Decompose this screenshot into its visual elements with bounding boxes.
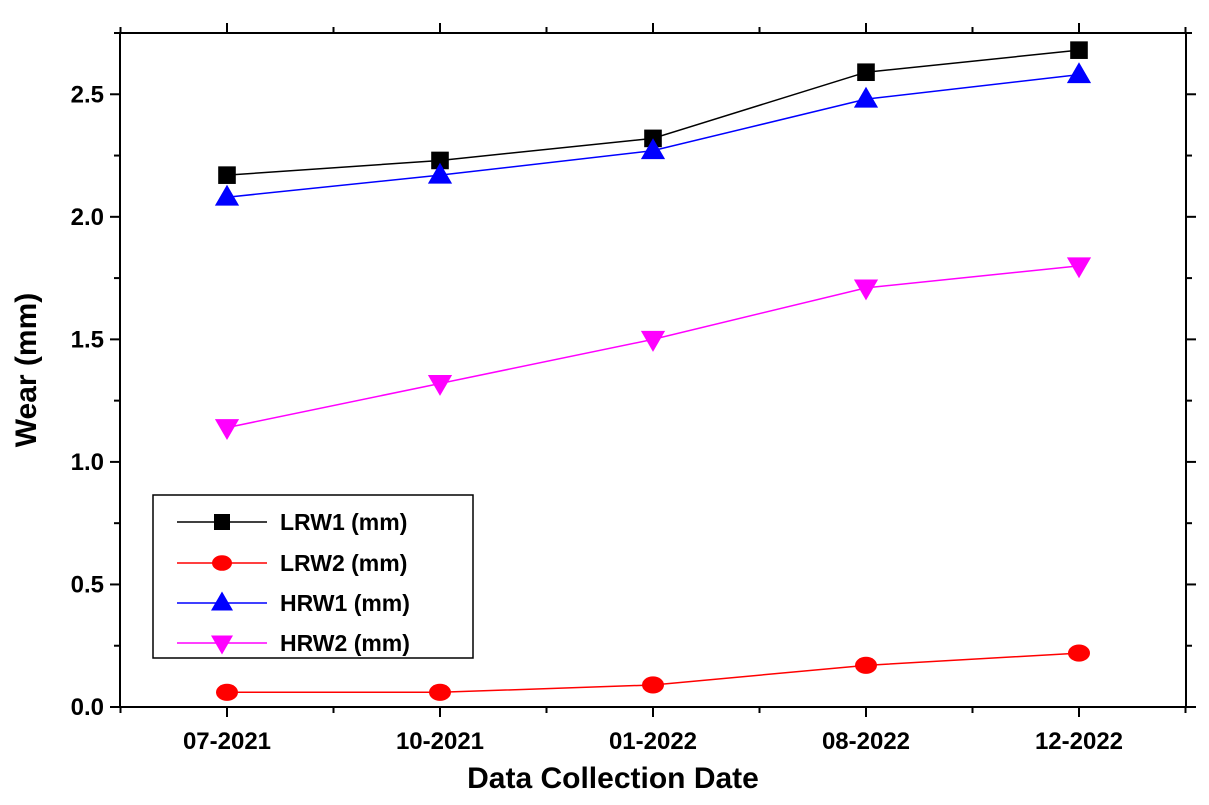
data-point-triangle-down xyxy=(853,279,879,301)
data-point-triangle-up xyxy=(427,162,453,184)
legend-label: LRW2 (mm) xyxy=(280,550,407,576)
legend: LRW1 (mm) LRW2 (mm) HRW1 (mm) HRW2 (mm) xyxy=(152,494,474,659)
data-point-triangle-up xyxy=(211,591,233,611)
data-point-triangle-down xyxy=(211,635,233,655)
y-tick-label: 1.5 xyxy=(71,326,104,353)
y-axis-title: Wear (mm) xyxy=(10,293,43,447)
data-point-triangle-down xyxy=(427,375,453,396)
data-point-triangle-up xyxy=(214,184,240,206)
data-point-square xyxy=(218,166,236,184)
y-tick-label: 1.0 xyxy=(71,449,104,476)
data-point-square xyxy=(214,514,230,530)
data-point-circle xyxy=(212,555,232,571)
data-point-circle xyxy=(1068,644,1090,662)
data-point-circle xyxy=(429,683,451,701)
data-point-square xyxy=(431,151,449,170)
x-tick-label: 10-2021 xyxy=(396,728,484,755)
data-point-triangle-up xyxy=(853,86,879,108)
data-point-circle xyxy=(855,656,877,674)
y-tick-label: 2.5 xyxy=(71,81,104,108)
data-point-triangle-up xyxy=(640,138,666,160)
data-point-circle xyxy=(642,676,664,694)
x-tick-label: 12-2022 xyxy=(1035,728,1123,755)
y-tick-labels: 0.0 0.5 1.0 1.5 2.0 2.5 xyxy=(71,81,104,721)
data-point-circle xyxy=(216,683,238,701)
legend-label: HRW2 (mm) xyxy=(280,630,410,656)
x-tick-label: 07-2021 xyxy=(183,728,271,755)
x-tick-labels: 07-2021 10-2021 01-2022 08-2022 12-2022 xyxy=(183,728,1123,755)
y-tick-label: 0.5 xyxy=(71,571,104,598)
data-point-square xyxy=(857,63,875,82)
data-point-triangle-down xyxy=(640,330,666,352)
x-tick-label: 01-2022 xyxy=(609,728,697,755)
data-point-triangle-down xyxy=(214,419,240,441)
series-markers xyxy=(214,41,1092,701)
legend-label: LRW1 (mm) xyxy=(280,509,407,535)
y-tick-label: 2.0 xyxy=(71,204,104,231)
legend-label: HRW1 (mm) xyxy=(280,590,410,616)
data-point-triangle-down xyxy=(1066,257,1092,279)
axis-ticks xyxy=(110,23,1196,717)
data-point-triangle-up xyxy=(1066,62,1092,84)
data-point-square xyxy=(1070,41,1088,59)
y-tick-label: 0.0 xyxy=(71,694,104,721)
x-tick-label: 08-2022 xyxy=(822,728,910,755)
x-axis-title: Data Collection Date xyxy=(467,762,759,795)
